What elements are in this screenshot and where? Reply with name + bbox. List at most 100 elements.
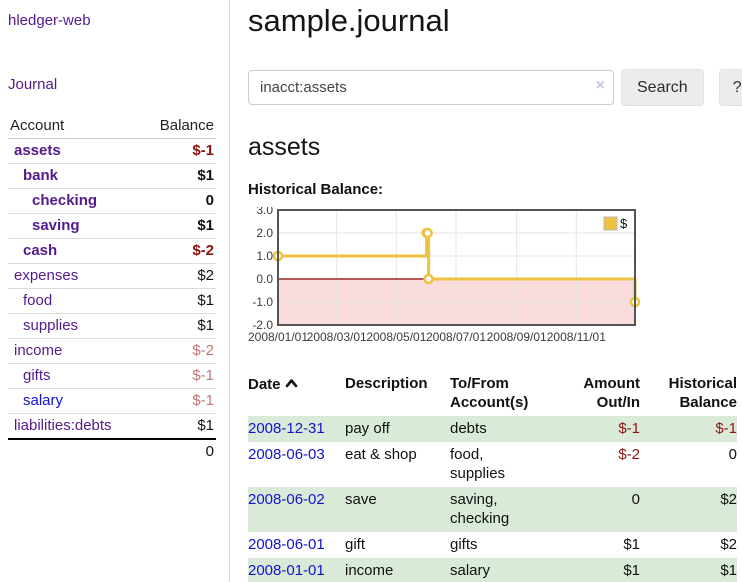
account-link[interactable]: income: [14, 342, 63, 359]
account-row: bank $1: [8, 163, 216, 189]
svg-text:-1.0: -1.0: [252, 295, 273, 309]
chevron-up-icon: [285, 374, 298, 393]
historical-balance-chart[interactable]: $3.0 2.0 1.0 0.0 -1.0 -2.0 2008/01/01 2008/03/0…: [248, 203, 742, 351]
app-title: hledger-web: [8, 8, 217, 30]
accounts-total-row: 0: [8, 438, 216, 464]
svg-text:$: $: [620, 216, 628, 231]
transaction-date: 2008-01-01: [248, 558, 345, 582]
transaction-description: pay off: [345, 416, 450, 442]
transaction-amount: $1: [623, 536, 640, 553]
account-link[interactable]: gifts: [23, 367, 51, 384]
account-balance: $1: [112, 163, 216, 189]
account-row: supplies $1: [8, 313, 216, 339]
account-link[interactable]: liabilities:debts: [14, 417, 112, 434]
transaction-amount: $1: [550, 558, 640, 582]
transactions-table: Date Description To/From Account(s) Amou…: [248, 371, 737, 582]
account-balance: $1: [112, 288, 216, 314]
account-row: income $-2: [8, 338, 216, 364]
svg-text:3.0: 3.0: [256, 207, 273, 217]
transactions-header-row: Date Description To/From Account(s) Amou…: [248, 371, 737, 416]
account-balance: $2: [112, 263, 216, 289]
transaction-description: eat & shop: [345, 446, 417, 463]
svg-text:1.0: 1.0: [256, 249, 273, 263]
transaction-accounts: salary: [450, 558, 550, 582]
accounts-total-value: 0: [112, 438, 216, 464]
account-row: gifts $-1: [8, 363, 216, 389]
transaction-date-link[interactable]: 2008-06-02: [248, 491, 325, 508]
account-link[interactable]: food: [23, 292, 53, 309]
svg-text:2008/07/01: 2008/07/01: [426, 330, 486, 344]
help-button[interactable]: ?: [718, 69, 742, 106]
account-row: expenses $2: [8, 263, 216, 289]
account-heading: assets: [248, 133, 321, 161]
description-column-header: Description: [345, 375, 428, 392]
svg-text:2.0: 2.0: [256, 226, 273, 240]
transaction-balance: $2: [640, 487, 737, 532]
account-row: salary $-1: [8, 388, 216, 414]
svg-text:2008/03/01: 2008/03/01: [307, 330, 367, 344]
journal-nav: Journal: [8, 76, 217, 94]
transaction-description: gift: [345, 536, 366, 553]
chart-title: Historical Balance:: [248, 181, 384, 198]
account-balance: $-2: [112, 238, 216, 264]
clear-search-icon[interactable]: ×: [595, 77, 605, 94]
transaction-balance: $2: [720, 536, 737, 553]
svg-text:2008/05/01: 2008/05/01: [366, 330, 426, 344]
transaction-amount: $-2: [618, 446, 640, 463]
account-balance: $1: [112, 213, 216, 239]
account-link[interactable]: salary: [23, 392, 64, 409]
account-row: cash $-2: [8, 238, 216, 264]
account-balance: 0: [112, 188, 216, 214]
date-column-header[interactable]: Date: [248, 371, 345, 416]
transaction-row[interactable]: 2008-06-03 eat & shop food, supplies $-2 0: [248, 442, 737, 487]
transactions-tbody: 2008-12-31 pay off debts $-1 $-1 2008-06-03 ea…: [248, 416, 737, 582]
transaction-row[interactable]: 2008-01-01 income salary $1 $1: [248, 558, 737, 582]
account-balance: $-2: [112, 338, 216, 364]
account-balance: $-1: [192, 142, 214, 159]
account-row: saving $1: [8, 213, 216, 239]
search-input[interactable]: [248, 70, 614, 105]
transaction-date-link[interactable]: 2008-06-01: [248, 536, 325, 553]
account-row: checking 0: [8, 188, 216, 214]
account-link[interactable]: checking: [32, 192, 98, 209]
transaction-accounts: gifts: [450, 536, 478, 553]
account-link[interactable]: assets: [14, 142, 61, 159]
transaction-row[interactable]: 2008-06-01 gift gifts $1 $2: [248, 532, 737, 558]
account-balance: $1: [112, 313, 216, 339]
account-balance: $-1: [112, 363, 216, 389]
search-form: × Search ?: [248, 69, 742, 106]
account-column-header: Account: [8, 114, 112, 139]
main-content: sample.journal × Search ? assets Histori…: [230, 0, 742, 582]
accounts-tbody: assets $-1 bank $1 checking 0 saving $1 cash $-2 e…: [8, 139, 216, 439]
svg-text:0.0: 0.0: [256, 272, 273, 286]
account-balance: $1: [112, 413, 216, 439]
transaction-amount: $-1: [550, 416, 640, 442]
transaction-date: 2008-06-03: [248, 442, 345, 487]
search-button[interactable]: Search: [621, 69, 704, 106]
account-link[interactable]: supplies: [23, 317, 79, 334]
transaction-row[interactable]: 2008-12-31 pay off debts $-1 $-1: [248, 416, 737, 442]
app-title-link[interactable]: hledger-web: [8, 12, 91, 29]
account-link[interactable]: saving: [32, 217, 80, 234]
accounts-header-row: Account Balance: [8, 114, 216, 139]
chart-svg: $3.0 2.0 1.0 0.0 -1.0 -2.02008/01/012008/03/0…: [248, 203, 641, 344]
svg-text:2008/11/01: 2008/11/01: [547, 330, 606, 344]
balance-column-header2: Historical Balance: [668, 375, 737, 411]
account-link[interactable]: bank: [23, 167, 59, 184]
account-link[interactable]: expenses: [14, 267, 79, 284]
transaction-date-link[interactable]: 2008-12-31: [248, 420, 325, 437]
transaction-date-link[interactable]: 2008-06-03: [248, 446, 325, 463]
transaction-row[interactable]: 2008-06-02 save saving, checking 0 $2: [248, 487, 737, 532]
svg-text:2008/09/01: 2008/09/01: [487, 330, 547, 344]
transaction-date: 2008-06-01: [248, 532, 345, 558]
svg-text:2008/01/01: 2008/01/01: [248, 330, 308, 344]
transaction-accounts: food, supplies: [450, 446, 506, 482]
journal-link[interactable]: Journal: [8, 76, 58, 93]
account-balance: $-1: [112, 388, 216, 414]
transaction-date-link[interactable]: 2008-01-01: [248, 562, 325, 579]
transaction-amount: 0: [550, 487, 640, 532]
transaction-description: income: [345, 558, 450, 582]
transaction-balance: $-1: [640, 416, 737, 442]
account-link[interactable]: cash: [23, 242, 58, 259]
accounts-total-spacer: [8, 438, 112, 464]
